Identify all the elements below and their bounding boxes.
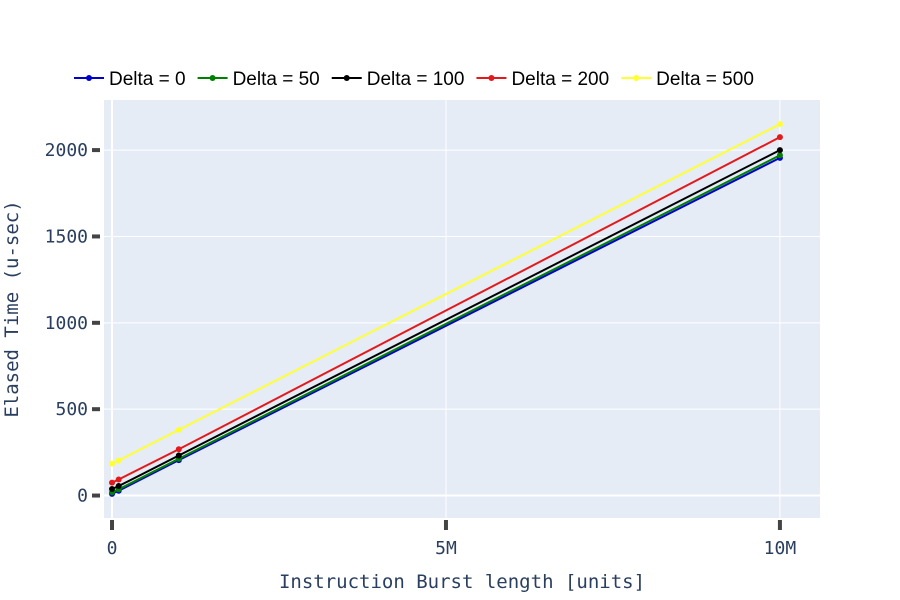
data-point [109, 485, 116, 492]
data-point [109, 460, 116, 467]
legend-swatch-marker [343, 75, 350, 81]
legend-item[interactable]: Delta = 500 [621, 69, 754, 90]
data-point [115, 457, 122, 464]
plot-area [104, 100, 820, 518]
series-2 [109, 147, 783, 492]
data-point [776, 152, 783, 159]
y-tick-label: 2000 [45, 140, 88, 161]
data-point [115, 483, 122, 490]
x-tick-label: 5M [435, 538, 457, 559]
data-point [175, 452, 182, 459]
series-line [111, 123, 781, 465]
series-line [111, 136, 781, 484]
legend-label: Delta = 200 [511, 69, 609, 90]
data-point [776, 147, 783, 154]
y-tick-label: 0 [77, 486, 88, 507]
legend-swatch-marker [488, 75, 495, 81]
y-tick-label: 1000 [45, 313, 88, 334]
legend-label: Delta = 500 [656, 69, 754, 90]
legend[interactable]: Delta = 0 Delta = 50 Delta = 100 Delta = 20… [74, 69, 754, 90]
legend-swatch-marker [86, 75, 92, 81]
legend-item[interactable]: Delta = 200 [476, 69, 609, 90]
legend-label: Delta = 50 [233, 69, 320, 90]
series-line [111, 156, 781, 495]
data-point [115, 476, 122, 483]
grid [104, 100, 820, 518]
data-point [175, 446, 182, 453]
series-3 [109, 134, 783, 486]
series-4 [109, 121, 783, 467]
legend-label: Delta = 0 [109, 69, 186, 90]
data-point [776, 134, 783, 141]
legend-item[interactable]: Delta = 100 [331, 69, 465, 90]
data-point [175, 426, 182, 433]
legend-item[interactable]: Delta = 0 [74, 69, 186, 90]
y-tick-label: 1500 [45, 226, 88, 247]
x-tick-label: 10M [764, 538, 797, 559]
y-axis-title: Elased Time (u-sec) [1, 200, 23, 417]
legend-swatch-marker [633, 75, 640, 81]
series-group [109, 121, 783, 497]
axis-ticks: 0 500 1000 1500 2000 0 5M 10M [45, 140, 797, 559]
series-line [111, 149, 781, 490]
x-tick-label: 0 [107, 538, 118, 559]
legend-item[interactable]: Delta = 50 [197, 69, 320, 90]
legend-swatch-marker [209, 75, 216, 81]
x-axis-title: Instruction Burst length [units] [279, 571, 645, 593]
series-line [111, 154, 781, 494]
legend-label: Delta = 100 [367, 69, 465, 90]
data-point [776, 121, 783, 128]
y-tick-label: 500 [55, 399, 88, 420]
data-point [109, 479, 116, 486]
